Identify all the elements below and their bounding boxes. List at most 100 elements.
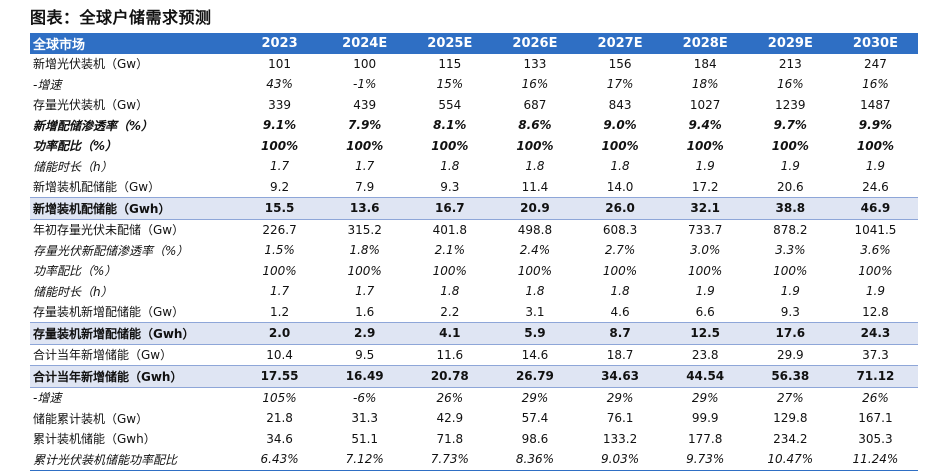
row-label: 存量装机新增配储能（Gw） [33,305,185,320]
table-row: 储能时长（h） 1.7 1.7 1.8 1.8 1.8 1.9 1.9 1.9 [30,281,918,302]
value-cell: 1.9 [695,284,715,299]
value-cell: 10.47% [747,449,833,471]
value-cell: 1.7 [270,159,290,174]
value-cell: 1.2 [270,304,290,319]
value-cell: 167.1 [858,411,893,426]
value-cell: 100% [431,138,469,153]
value-cell: 100% [602,263,638,278]
value-cell: 7.9% [348,118,382,133]
value-cell: 1.7 [355,159,375,174]
value-cell: 733.7 [688,222,723,237]
value-cell: 20.9 [492,197,578,219]
table-row: 新增装机配储能（Gwh） 15.5 13.6 16.7 20.9 26.0 32.1 38.8… [30,197,918,219]
value-cell: -6% [353,390,377,405]
value-cell: 105% [262,390,297,405]
value-cell: 32.1 [662,197,748,219]
value-cell: 17.2 [691,179,719,194]
value-cell: 1.9 [865,284,885,299]
value-cell: 11.4 [521,179,549,194]
value-cell: 133 [523,56,547,71]
header-cell-year: 2026E [492,33,578,54]
value-cell: 100% [856,138,894,153]
value-cell: 8.36% [492,449,578,471]
value-cell: 3.0% [689,243,721,258]
value-cell: 305.3 [858,431,893,446]
value-cell: 17.55 [237,365,323,387]
value-cell: 9.03% [577,449,663,471]
value-cell: 3.1 [525,304,545,319]
header-cell-year: 2025E [407,33,493,54]
value-cell: 2.9 [322,322,408,344]
value-cell: 133.2 [602,431,638,446]
value-cell: 1.8 [610,284,630,299]
value-cell: 315.2 [347,222,382,237]
value-cell: 9.3 [440,179,460,194]
value-cell: 26.79 [492,365,578,387]
value-cell: 20.78 [407,365,493,387]
value-cell: 177.8 [688,431,723,446]
value-cell: 34.6 [266,431,293,446]
page-title: 图表：全球户储需求预测 [30,8,212,27]
value-cell: 12.8 [862,304,889,319]
value-cell: 56.38 [747,365,833,387]
value-cell: 401.8 [432,222,467,237]
value-cell: 1.9 [780,284,800,299]
value-cell: 2.0 [237,322,323,344]
value-cell: 9.4% [688,118,722,133]
value-cell: 29% [521,390,549,405]
table-row: 存量光伏新配储渗透率（%） 1.5% 1.8% 2.1% 2.4% 2.7% 3.0% 3.3… [30,240,918,261]
value-cell: 184 [693,56,717,71]
value-cell: 27% [776,390,804,405]
table-row: 新增配储渗透率（%） 9.1% 7.9% 8.1% 8.6% 9.0% 9.4% 9.7% 9.… [30,115,918,136]
value-cell: 7.73% [407,449,493,471]
header-cell-year: 2023 [237,33,323,54]
value-cell: 11.24% [832,449,918,471]
value-cell: 1.8 [610,159,630,174]
value-cell: 100% [262,263,297,278]
table-row: 存量装机新增配储能（Gwh） 2.0 2.9 4.1 5.9 8.7 12.5 17.6 24.… [30,322,918,344]
header-cell-year: 2027E [577,33,663,54]
value-cell: 20.6 [776,179,804,194]
value-cell: 14.0 [606,179,634,194]
value-cell: 100% [686,138,724,153]
value-cell: 38.8 [747,197,833,219]
table-row: 累计光伏装机储能功率配比 6.43% 7.12% 7.73% 8.36% 9.03% 9.7… [30,449,918,471]
value-cell: 2.7% [604,243,636,258]
value-cell: 6.43% [237,449,323,471]
value-cell: 16.7 [407,197,493,219]
value-cell: 23.8 [691,347,719,362]
value-cell: 51.1 [351,431,379,446]
value-cell: 687 [523,97,547,112]
value-cell: 1.7 [270,284,290,299]
value-cell: 9.73% [662,449,748,471]
value-cell: 4.1 [407,322,493,344]
value-cell: 17.6 [747,322,833,344]
value-cell: 1.8% [349,243,380,258]
row-label: 新增配储渗透率（%） [33,118,154,133]
value-cell: 1.9 [865,159,885,174]
value-cell: 8.7 [577,322,663,344]
value-cell: 16% [862,77,889,92]
value-cell: 1239 [775,97,806,112]
header-cell-year: 2024E [322,33,408,54]
value-cell: 439 [353,97,377,112]
value-cell: 100% [432,263,467,278]
value-cell: 1.8 [525,159,545,174]
value-cell: 234.2 [773,431,808,446]
value-cell: 16% [521,77,549,92]
table-row: 存量装机新增配储能（Gw） 1.2 1.6 2.2 3.1 4.6 6.6 9.3 12.8 [30,302,918,323]
value-cell: 34.63 [577,365,663,387]
value-cell: 100% [516,138,554,153]
value-cell: 498.8 [517,222,553,237]
value-cell: 15.5 [237,197,323,219]
row-label: 合计当年新增储能（Gwh） [30,365,237,387]
value-cell: 24.6 [862,179,889,194]
value-cell: 100% [261,138,299,153]
value-cell: 7.12% [322,449,408,471]
value-cell: 9.7% [773,118,807,133]
value-cell: 247 [863,56,887,71]
value-cell: 29% [691,390,719,405]
row-label: 储能时长（h） [33,159,113,174]
value-cell: 100% [346,138,384,153]
value-cell: 1.9 [695,159,715,174]
